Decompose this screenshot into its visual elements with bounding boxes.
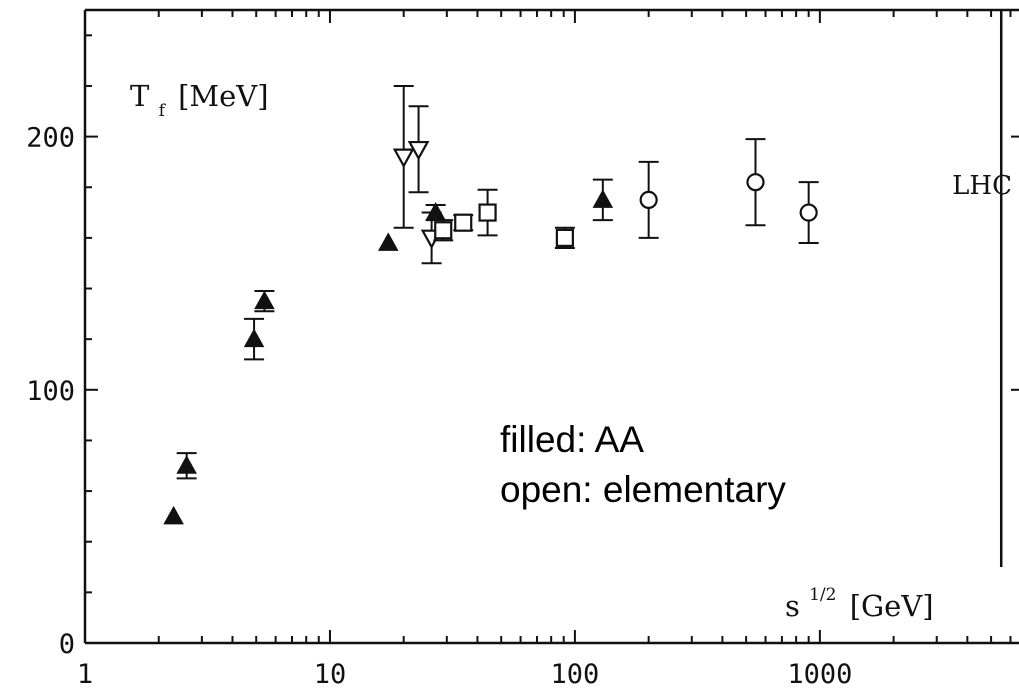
data-point	[638, 160, 659, 239]
marker-filled-triangle	[163, 505, 184, 525]
marker-filled-triangle	[254, 290, 275, 310]
marker-open-triangle	[407, 140, 430, 161]
marker-open-square	[434, 221, 453, 240]
lhc-label: LHC	[952, 171, 1012, 201]
y-tick-labels: 0 100 200	[26, 123, 75, 660]
data-point	[798, 181, 819, 244]
lhc-marker: LHC	[952, 10, 1012, 567]
y-axis-subscript: f	[159, 101, 167, 121]
x-tick-label: 1000	[787, 659, 852, 690]
x-axis-superscript: 1/2	[809, 585, 836, 605]
marker-open-square	[454, 213, 473, 232]
data-point	[254, 290, 275, 313]
x-axis-symbol: s	[785, 589, 800, 623]
marker-open-circle	[746, 173, 765, 192]
data-point	[163, 505, 184, 525]
marker-filled-triangle	[243, 328, 265, 348]
data-point	[477, 188, 498, 237]
data-point	[407, 105, 430, 194]
legend-note-open: open: elementary	[500, 469, 786, 510]
marker-open-circle	[799, 203, 818, 222]
x-axis-title: s 1/2 [GeV]	[785, 573, 934, 623]
data-point	[243, 317, 265, 361]
data-points	[163, 84, 819, 525]
marker-filled-triangle	[176, 455, 197, 474]
axis-ticks	[84, 10, 1019, 644]
y-tick-label: 200	[26, 123, 75, 154]
marker-filled-triangle	[592, 189, 614, 208]
y-axis-unit: [MeV]	[178, 79, 268, 113]
x-tick-label: 1	[77, 659, 93, 690]
x-tick-labels: 1 10 100 1000	[77, 659, 853, 690]
x-axis-unit: [GeV]	[850, 589, 934, 623]
marker-open-triangle	[392, 148, 415, 169]
x-tick-label: 100	[551, 659, 600, 690]
data-point	[176, 452, 197, 480]
data-point	[377, 232, 399, 251]
marker-open-circle	[639, 190, 658, 209]
legend-note-filled: filled: AA	[500, 419, 644, 460]
y-axis-title: T f [MeV]	[130, 79, 269, 123]
marker-open-square	[478, 203, 497, 222]
plot-frame	[83, 8, 1019, 645]
data-point	[392, 84, 415, 229]
data-point	[554, 226, 575, 250]
data-point	[453, 213, 474, 232]
data-point	[592, 178, 614, 222]
data-point	[433, 219, 454, 242]
marker-open-square	[555, 228, 574, 247]
x-tick-label: 10	[314, 659, 347, 690]
marker-filled-triangle	[377, 232, 399, 251]
y-axis-symbol: T	[130, 79, 150, 113]
data-point	[745, 138, 766, 227]
y-tick-label: 100	[26, 376, 75, 407]
y-tick-label: 0	[59, 629, 75, 660]
